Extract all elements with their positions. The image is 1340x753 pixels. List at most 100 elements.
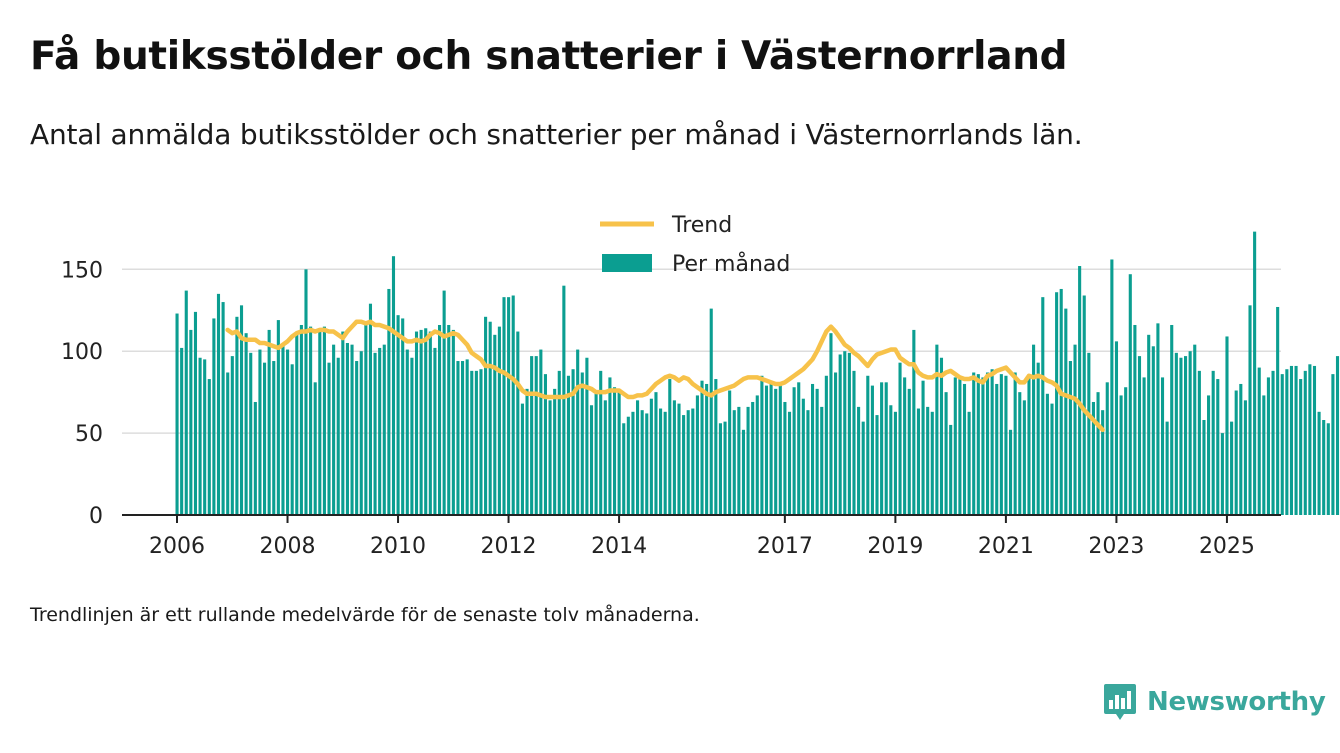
- bar-month: [594, 393, 598, 515]
- bar-month: [511, 295, 515, 515]
- bar-month: [1032, 344, 1036, 515]
- bar-month: [1331, 374, 1335, 515]
- bar-month: [889, 405, 893, 515]
- bar-month: [718, 423, 722, 515]
- bar-month: [1064, 308, 1068, 515]
- bar-month: [916, 408, 921, 515]
- bar-month: [953, 377, 957, 515]
- bar-month: [263, 362, 267, 515]
- bar-month: [962, 383, 967, 515]
- bar-month: [175, 313, 179, 515]
- bar-month: [645, 413, 649, 515]
- bar-month: [686, 410, 690, 515]
- bar-month: [893, 411, 897, 515]
- y-axis-ticks: 0 50 100 150: [61, 258, 103, 529]
- bar-month: [382, 344, 386, 515]
- bar-month: [507, 297, 511, 515]
- bar-month: [1271, 370, 1275, 515]
- bar-month: [207, 379, 211, 515]
- bar-month: [926, 406, 930, 515]
- bar-month: [723, 421, 727, 515]
- bar-month: [405, 349, 409, 515]
- bar-month: [1027, 374, 1031, 515]
- bar-month: [861, 421, 865, 515]
- bar-month: [737, 406, 741, 515]
- bar-month: [649, 398, 653, 515]
- bar-month: [1068, 361, 1072, 515]
- bar-month: [631, 411, 635, 515]
- bar-month: [1262, 395, 1266, 515]
- bar-month: [682, 415, 686, 515]
- bar-month: [820, 406, 824, 515]
- bar-month: [1041, 297, 1045, 515]
- bar-month: [184, 290, 188, 515]
- bar-month: [1216, 379, 1220, 515]
- bar-month: [1174, 352, 1178, 515]
- bar-month: [1225, 336, 1229, 515]
- bar-month: [838, 354, 842, 515]
- y-tick-label: 100: [61, 340, 103, 365]
- x-tick-label: 2019: [867, 534, 923, 559]
- bar-month: [1013, 372, 1017, 515]
- bar-month: [355, 361, 359, 515]
- bar-month: [935, 344, 939, 515]
- bar-month: [1239, 383, 1243, 515]
- bar-month: [212, 318, 216, 515]
- x-axis-ticks: 2006 2008 2010 2012 2014 2017 2019 2021 2023 2025: [149, 515, 1255, 559]
- bar-month: [999, 374, 1003, 515]
- bar-month: [677, 403, 681, 515]
- bar-month: [226, 372, 230, 515]
- bar-month: [566, 375, 571, 515]
- chart-subtitle: Antal anmälda butiksstölder och snatteri…: [30, 118, 1083, 151]
- bar-month: [672, 400, 676, 515]
- bar-month: [654, 392, 658, 515]
- bar-month: [695, 395, 699, 515]
- bar-month: [700, 380, 704, 515]
- bar-month: [345, 343, 349, 515]
- bar-month: [1114, 341, 1119, 515]
- bar-month: [534, 356, 538, 515]
- bar-month: [488, 321, 492, 515]
- bar-month: [332, 344, 336, 515]
- bar-month: [815, 388, 819, 515]
- bar-month: [1137, 356, 1142, 515]
- bar-month: [746, 406, 750, 515]
- bar-month: [502, 297, 506, 515]
- bar-month: [180, 347, 184, 515]
- bar-month: [774, 388, 778, 515]
- bar-month: [1018, 392, 1022, 515]
- bar-month: [751, 401, 755, 515]
- newsworthy-logo-icon: [1104, 684, 1136, 720]
- bar-month: [1230, 421, 1234, 515]
- bar-month: [985, 372, 990, 515]
- bar-month: [1022, 400, 1026, 515]
- bar-month: [958, 377, 962, 515]
- bar-month: [216, 293, 221, 515]
- bar-month: [304, 269, 308, 515]
- bar-month: [253, 401, 257, 515]
- bar-month: [1266, 377, 1270, 515]
- legend-monthly-swatch: [602, 254, 652, 272]
- bar-month: [599, 370, 603, 515]
- bar-month: [1211, 370, 1215, 515]
- bar-month: [1294, 365, 1298, 515]
- bar-month: [1299, 379, 1303, 515]
- bar-month: [1165, 421, 1169, 515]
- bar-month: [884, 382, 888, 515]
- bar-month: [557, 370, 561, 515]
- x-tick-label: 2021: [978, 534, 1034, 559]
- bar-month: [939, 357, 944, 515]
- bar-month: [1303, 370, 1307, 515]
- bar-month: [622, 423, 626, 515]
- bar-month: [1101, 410, 1105, 515]
- bar-month: [1087, 352, 1091, 515]
- bar-month: [520, 403, 524, 515]
- bar-month: [1289, 365, 1294, 515]
- bar-month: [530, 356, 534, 515]
- bar-month: [801, 398, 805, 515]
- y-tick-label: 50: [75, 422, 103, 447]
- bar-month: [1193, 344, 1197, 515]
- bar-month: [1059, 288, 1063, 515]
- bar-month: [497, 326, 501, 515]
- bar-month: [760, 375, 764, 515]
